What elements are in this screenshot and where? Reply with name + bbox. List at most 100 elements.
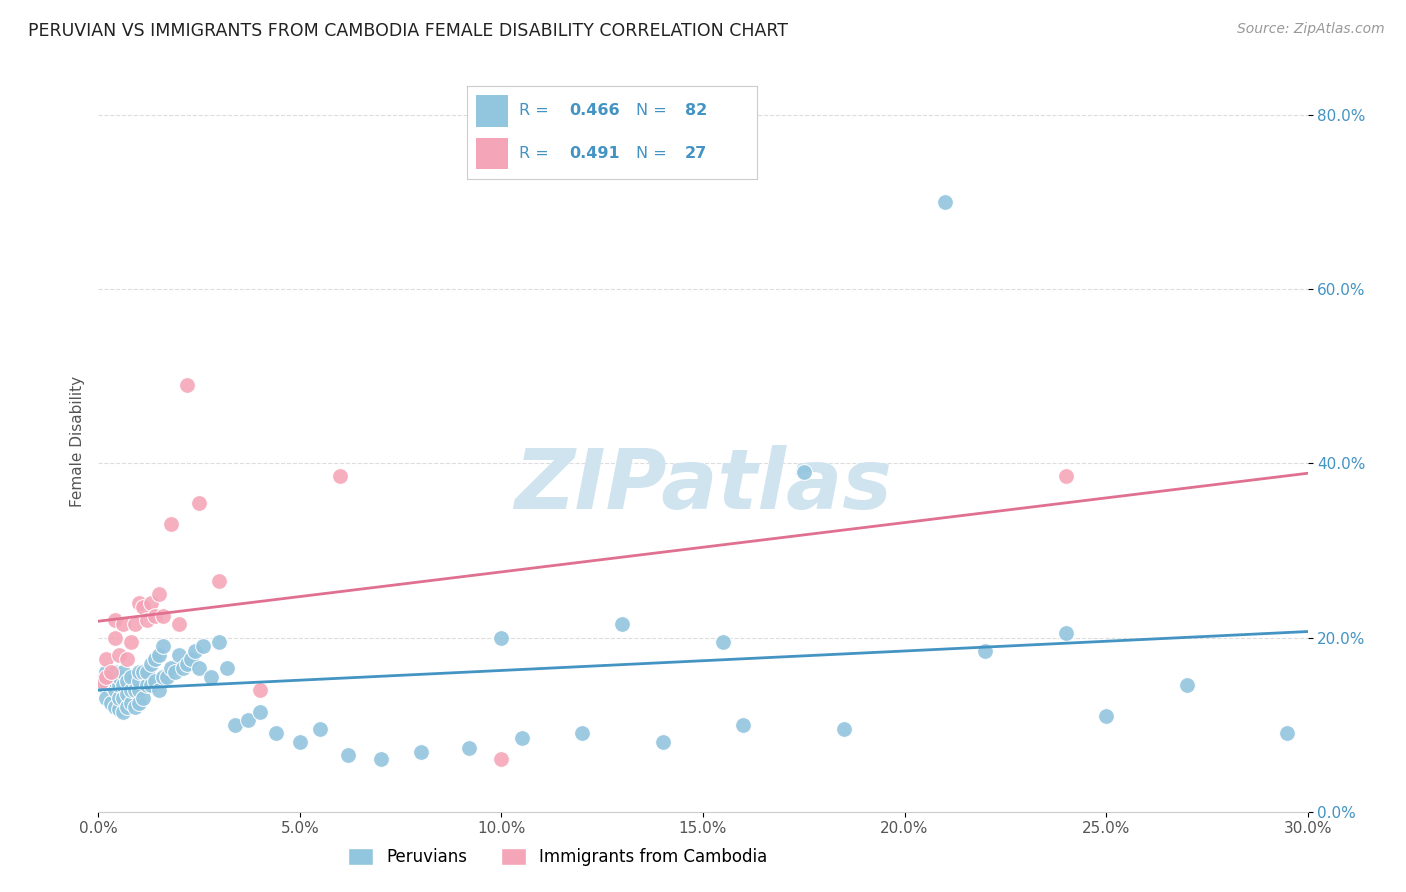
Point [100, 696, 122, 710]
Point [160, 517, 183, 532]
Point [111, 678, 134, 692]
Point [1175, 678, 1198, 692]
Text: PERUVIAN VS IMMIGRANTS FROM CAMBODIA FEMALE DISABILITY CORRELATION CHART: PERUVIAN VS IMMIGRANTS FROM CAMBODIA FEM… [28, 22, 789, 40]
Point [132, 665, 155, 680]
Point [103, 665, 125, 680]
Point [167, 617, 190, 632]
Point [249, 682, 271, 697]
Point [100, 665, 122, 680]
Point [249, 705, 271, 719]
Point [96, 665, 118, 680]
Point [135, 665, 157, 680]
Point [115, 687, 138, 701]
Point [188, 661, 211, 675]
Point [176, 378, 198, 392]
Point [120, 635, 142, 649]
Point [96, 674, 118, 689]
Point [124, 617, 146, 632]
Point [409, 746, 432, 760]
Point [107, 678, 129, 692]
Point [491, 752, 513, 766]
Point [100, 678, 122, 692]
Text: Source: ZipAtlas.com: Source: ZipAtlas.com [1237, 22, 1385, 37]
Point [188, 495, 211, 509]
Point [458, 741, 481, 756]
Point [139, 657, 162, 671]
Point [934, 194, 956, 209]
Point [103, 700, 125, 714]
Point [148, 648, 170, 662]
Point [148, 587, 170, 601]
Point [115, 700, 138, 714]
Point [132, 691, 155, 706]
Point [491, 631, 513, 645]
Point [793, 465, 815, 479]
Point [152, 670, 174, 684]
Point [128, 674, 150, 689]
Point [143, 674, 166, 689]
Text: ZIPatlas: ZIPatlas [515, 445, 891, 526]
Point [103, 613, 125, 627]
Point [103, 631, 125, 645]
Point [143, 608, 166, 623]
Point [107, 670, 129, 684]
Point [107, 691, 129, 706]
Point [128, 665, 150, 680]
Point [974, 643, 997, 657]
Point [115, 652, 138, 666]
Point [103, 674, 125, 689]
Point [1054, 469, 1077, 483]
Point [711, 635, 734, 649]
Point [135, 678, 157, 692]
Point [180, 652, 202, 666]
Point [208, 635, 231, 649]
Point [120, 682, 142, 697]
Point [120, 696, 142, 710]
Point [1095, 709, 1118, 723]
Point [208, 574, 231, 588]
Point [156, 670, 179, 684]
Point [337, 748, 360, 763]
Point [103, 682, 125, 697]
Y-axis label: Female Disability: Female Disability [69, 376, 84, 508]
Point [132, 600, 155, 615]
Point [96, 652, 118, 666]
Point [217, 661, 239, 675]
Point [135, 613, 157, 627]
Point [160, 661, 183, 675]
Point [571, 726, 593, 740]
Point [167, 648, 190, 662]
Point [309, 722, 332, 736]
Point [111, 665, 134, 680]
Point [510, 731, 533, 745]
Point [733, 717, 755, 731]
Point [224, 717, 246, 731]
Point [184, 643, 207, 657]
Point [193, 639, 215, 653]
Point [139, 596, 162, 610]
Point [91, 678, 114, 692]
Point [107, 702, 129, 716]
Point [152, 608, 174, 623]
Point [172, 661, 194, 675]
Point [370, 752, 392, 766]
Point [91, 670, 114, 684]
Point [139, 678, 162, 692]
Point [107, 648, 129, 662]
Point [115, 674, 138, 689]
Point [124, 700, 146, 714]
Point [143, 652, 166, 666]
Point [236, 713, 259, 727]
Point [128, 596, 150, 610]
Point [651, 735, 673, 749]
Point [100, 670, 122, 684]
Point [96, 670, 118, 684]
Point [120, 670, 142, 684]
Point [1054, 626, 1077, 640]
Point [1277, 726, 1299, 740]
Point [288, 735, 311, 749]
Point [200, 670, 222, 684]
Point [111, 691, 134, 706]
Point [148, 682, 170, 697]
Point [264, 726, 287, 740]
